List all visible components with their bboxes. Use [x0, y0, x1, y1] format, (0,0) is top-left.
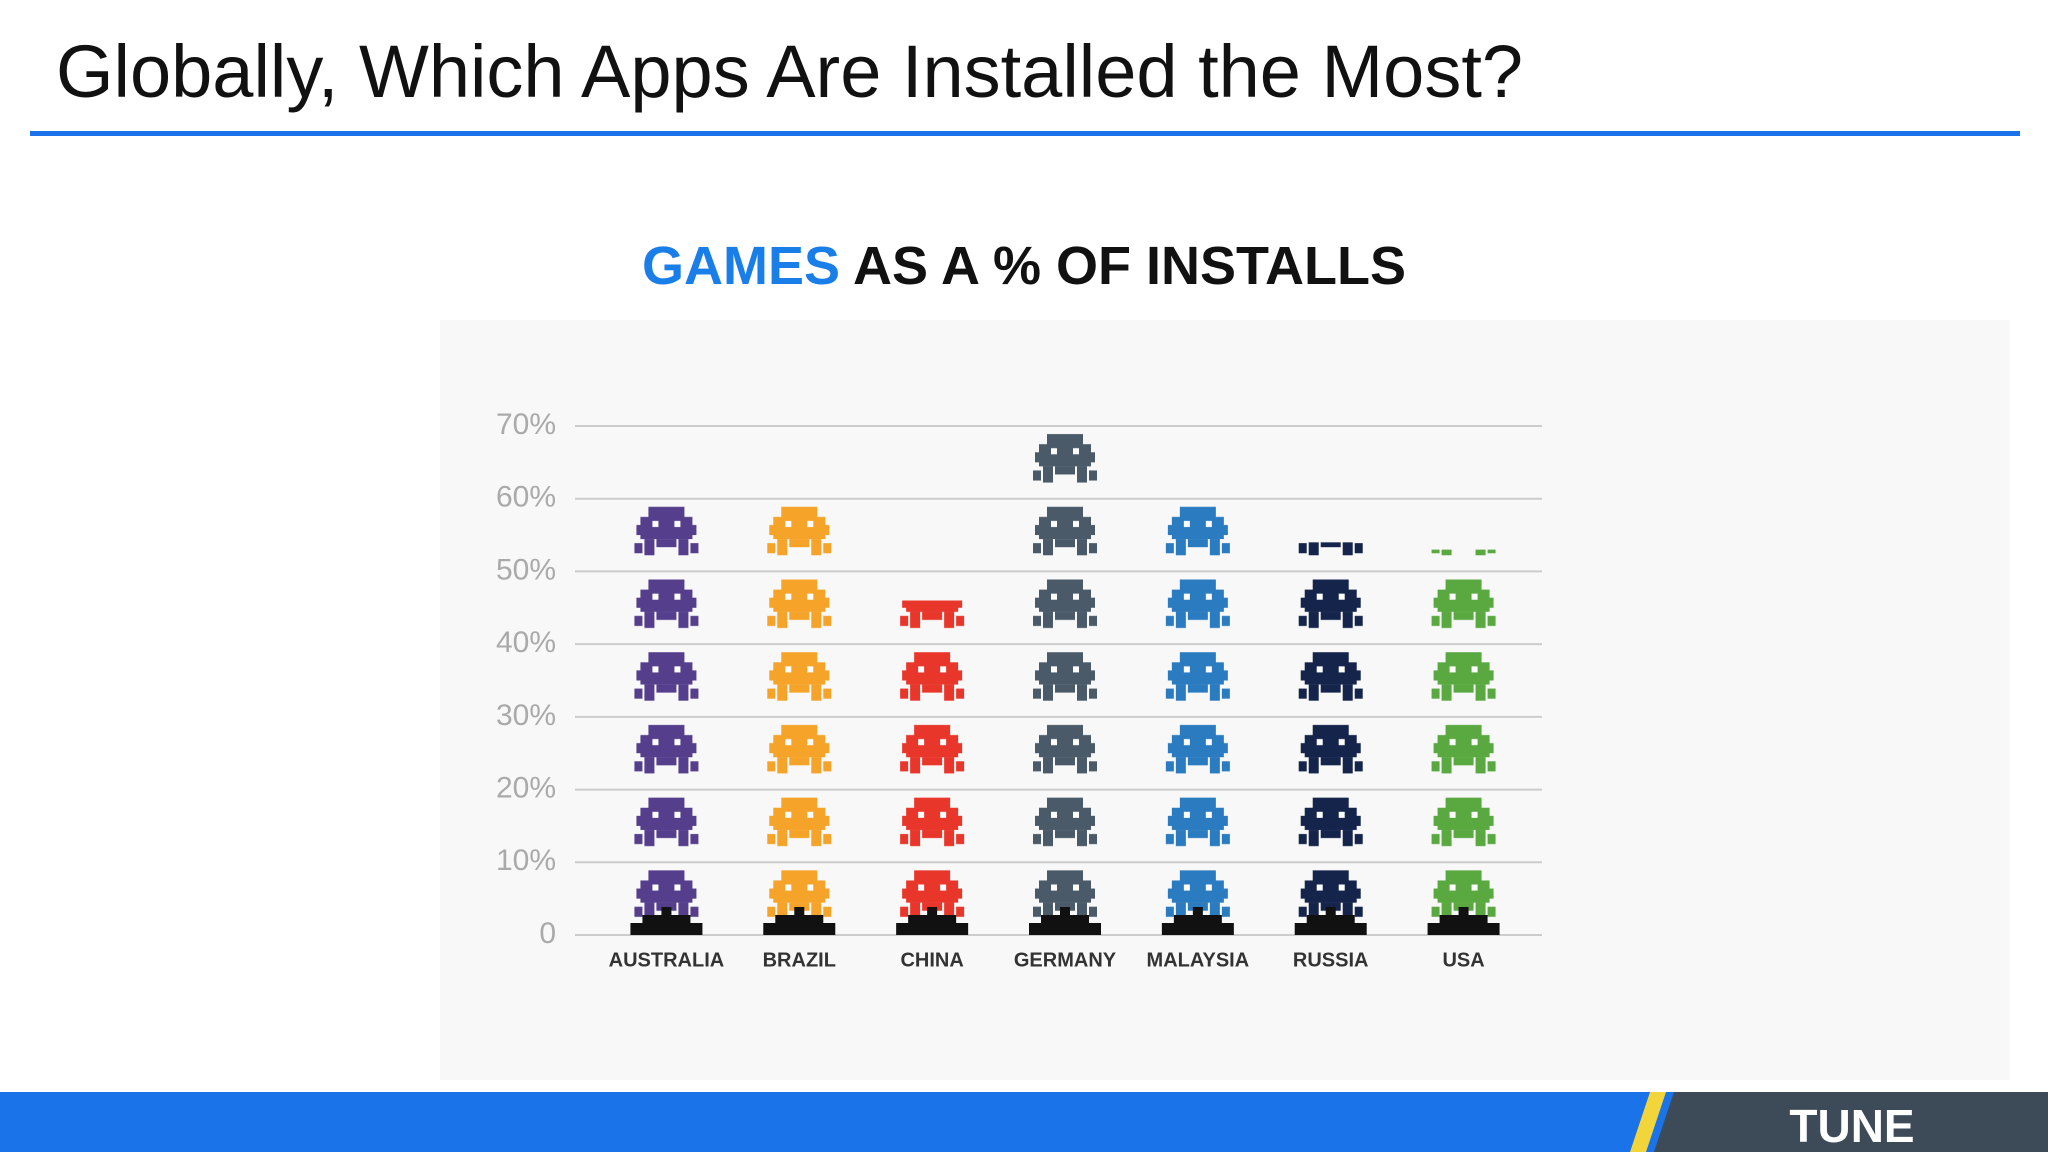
chart-title-highlight: GAMES — [642, 236, 840, 296]
bar — [1431, 549, 1496, 935]
y-tick-label: 70% — [496, 408, 556, 441]
chart-title-rest: AS A % OF INSTALLS — [853, 236, 1406, 296]
x-tick-label: USA — [1442, 949, 1484, 971]
bar — [900, 600, 965, 935]
cannon-top — [908, 915, 957, 924]
cannon-tip — [1458, 907, 1469, 916]
x-tick-label: RUSSIA — [1293, 949, 1369, 971]
cannon-base — [1427, 923, 1500, 935]
y-tick-label: 50% — [496, 553, 556, 586]
cannon-top — [775, 915, 824, 924]
bar — [767, 491, 832, 935]
cannon-base — [630, 923, 703, 935]
cannon-base — [1294, 923, 1367, 935]
cannon-top — [1306, 915, 1355, 924]
cannon-base — [763, 923, 836, 935]
plot: 0 10% 20% 30% 40% 50% 60% 70% AUSTRALIA BRAZIL CHI… — [496, 408, 1542, 971]
bar — [1165, 484, 1230, 935]
footer-accent — [1630, 1092, 1666, 1152]
cannon-top — [642, 915, 691, 924]
bar — [1298, 542, 1363, 935]
x-tick-label: CHINA — [900, 949, 963, 971]
logo: TUNE — [1789, 1100, 1914, 1152]
x-tick-label: AUSTRALIA — [609, 949, 725, 971]
bar — [634, 484, 699, 935]
cannon-tip — [1060, 907, 1070, 916]
x-tick-label: BRAZIL — [763, 949, 836, 971]
bar — [1033, 433, 1097, 935]
title-rule — [30, 131, 2020, 136]
cannon-base — [1161, 923, 1234, 935]
cannon-tip — [1325, 907, 1336, 916]
y-tick-label: 30% — [496, 699, 556, 732]
cannon-base — [896, 923, 969, 935]
cannon-tip — [794, 907, 805, 916]
x-tick-label: MALAYSIA — [1147, 949, 1250, 971]
y-tick-label: 10% — [496, 844, 556, 877]
cannon-tip — [661, 907, 672, 916]
x-tick-label: GERMANY — [1014, 949, 1117, 971]
cannon-top — [1439, 915, 1488, 924]
cannon-tip — [927, 907, 938, 916]
slide-title: Globally, Which Apps Are Installed the M… — [56, 30, 1523, 113]
chart-title: GAMES AS A % OF INSTALLS — [642, 236, 1406, 296]
y-tick-label: 40% — [496, 626, 556, 659]
cannon-base — [1029, 923, 1101, 935]
cannon-top — [1041, 915, 1089, 924]
cannon-top — [1173, 915, 1222, 924]
y-tick-label: 20% — [496, 771, 556, 804]
y-tick-label: 0 — [539, 917, 556, 950]
y-tick-label: 60% — [496, 481, 556, 514]
footer-logo-panel — [1654, 1092, 2048, 1152]
cannon-tip — [1192, 907, 1203, 916]
